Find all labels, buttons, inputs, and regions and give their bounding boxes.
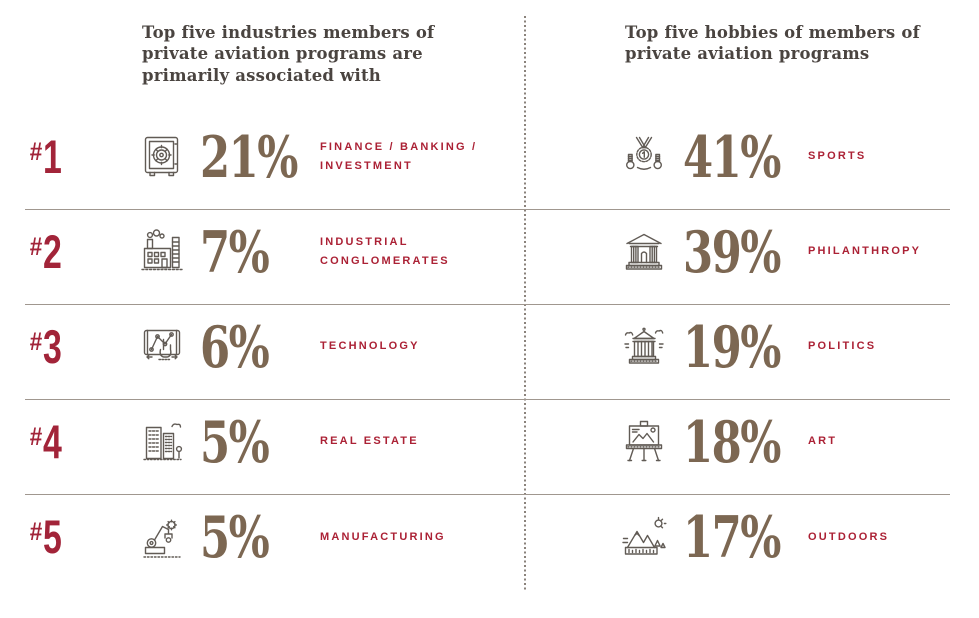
government-icon: [615, 323, 683, 371]
table-row: # 1 21% FINANCE / BANKING / INVESTMENT: [25, 115, 950, 210]
mountains-icon: [615, 514, 683, 562]
category-label: ART: [808, 435, 838, 448]
value-percent: 21%: [200, 123, 298, 191]
rank-hash: #: [29, 327, 43, 356]
category-label: MANUFACTURING: [320, 530, 446, 543]
robot-arm-icon: [100, 514, 200, 562]
rank-badge: # 2: [25, 224, 100, 278]
rank-number: 2: [42, 224, 62, 278]
rank-badge: # 1: [25, 129, 100, 183]
value-percent: 7%: [200, 218, 270, 286]
value-percent: 6%: [200, 313, 270, 381]
rows-container: # 1 21% FINANCE / BANKING / INVESTMENT: [25, 115, 950, 590]
safe-icon: [100, 133, 200, 181]
right-column-title: Top five hobbies of members of private a…: [625, 23, 920, 64]
rank-number: 5: [42, 510, 62, 564]
rank-hash: #: [29, 232, 43, 261]
rank-number: 1: [42, 129, 62, 183]
table-row: # 2 7% INDUSTRIAL CONGLOMERATES: [25, 210, 950, 305]
category-label: POLITICS: [808, 340, 877, 353]
category-label: TECHNOLOGY: [320, 340, 420, 353]
table-row: # 3 6% TECHNOLOGY: [25, 305, 950, 400]
table-row: # 5 5% MANUFACTURING: [25, 495, 950, 590]
bank-icon: [615, 228, 683, 276]
rank-badge: # 3: [25, 319, 100, 373]
rank-hash: #: [29, 422, 43, 451]
value-percent: 39%: [683, 218, 781, 286]
category-label: FINANCE / BANKING / INVESTMENT: [320, 140, 478, 172]
value-percent: 41%: [683, 123, 781, 191]
value-percent: 19%: [683, 313, 781, 381]
category-label: REAL ESTATE: [320, 435, 419, 448]
rank-badge: # 4: [25, 414, 100, 468]
rank-number: 4: [42, 414, 62, 468]
rank-hash: #: [29, 137, 43, 166]
easel-icon: [615, 418, 683, 466]
rank-hash: #: [29, 518, 43, 547]
category-label: SPORTS: [808, 150, 867, 163]
value-percent: 5%: [200, 408, 270, 476]
medal-icon: [615, 133, 683, 181]
buildings-icon: [100, 418, 200, 466]
rank-number: 3: [42, 319, 62, 373]
category-label: OUTDOORS: [808, 530, 890, 543]
touchscreen-icon: [100, 323, 200, 371]
value-percent: 18%: [683, 408, 781, 476]
category-label: PHILANTHROPY: [808, 245, 922, 258]
rank-badge: # 5: [25, 510, 100, 564]
category-label: INDUSTRIAL CONGLOMERATES: [320, 235, 450, 267]
factory-icon: [100, 228, 200, 276]
left-column-title: Top five industries members of private a…: [142, 23, 435, 85]
value-percent: 5%: [200, 504, 270, 571]
table-row: # 4 5% REAL ESTATE: [25, 400, 950, 495]
value-percent: 17%: [683, 504, 781, 571]
